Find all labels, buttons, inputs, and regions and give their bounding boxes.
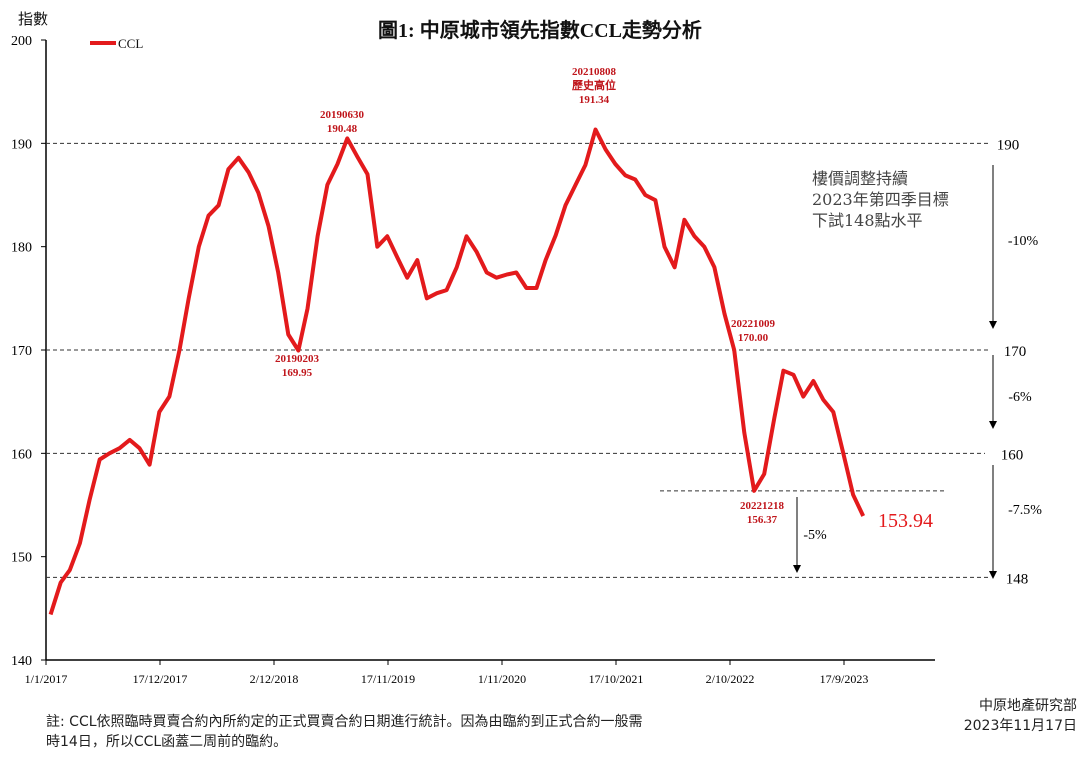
annotation-text: 170.00 bbox=[738, 332, 769, 344]
ccl-series-line bbox=[48, 127, 866, 616]
annotation-text: 190.48 bbox=[327, 123, 358, 135]
data-annotation: 20190630 190.48 bbox=[320, 109, 365, 135]
x-tick-label: 2/12/2018 bbox=[250, 672, 299, 686]
x-tick-label: 17/10/2021 bbox=[589, 672, 644, 686]
change-label: -10% bbox=[1008, 234, 1039, 249]
annotation-text: 20190203 bbox=[275, 353, 320, 365]
y-tick-label: 170 bbox=[11, 344, 32, 359]
chart-title: 圖1: 中原城市領先指數CCL走勢分析 bbox=[378, 18, 702, 42]
data-annotation: 20221218 156.37 bbox=[740, 500, 785, 526]
footnote-line: 時14日，所以CCL函蓋二周前的臨約。 bbox=[46, 734, 288, 750]
reference-label: 170 bbox=[1004, 344, 1027, 360]
footnote: 註: CCL依照臨時買賣合約內所約定的正式買賣合約日期進行統計。因為由臨約到正式… bbox=[46, 712, 746, 752]
data-annotation: 20221009 170.00 bbox=[731, 318, 776, 344]
annotation-text: 20210808 bbox=[572, 66, 617, 78]
annotation-text: 歷史高位 bbox=[572, 78, 616, 92]
source-date: 2023年11月17日 bbox=[963, 718, 1077, 734]
target-text: 樓價調整持續 2023年第四季目標 下試148點水平 bbox=[812, 168, 949, 231]
y-tick-label: 150 bbox=[11, 551, 32, 566]
annotation-text: 20221218 bbox=[740, 500, 785, 512]
target-line: 下試148點水平 bbox=[812, 211, 923, 230]
x-tick-label: 17/12/2017 bbox=[133, 672, 188, 686]
data-annotation: 20190203 169.95 bbox=[275, 353, 320, 379]
x-tick-label: 17/11/2019 bbox=[361, 672, 415, 686]
y-tick-label: 200 bbox=[11, 34, 32, 49]
annotation-text: 169.95 bbox=[282, 367, 313, 379]
change-label: -5% bbox=[803, 528, 827, 543]
reference-label: 190 bbox=[997, 137, 1020, 153]
latest-value-label: 153.94 bbox=[878, 510, 933, 532]
target-line: 2023年第四季目標 bbox=[812, 190, 949, 209]
change-label: -6% bbox=[1008, 390, 1032, 405]
arrowhead-icon bbox=[989, 571, 997, 579]
y-tick-label: 160 bbox=[11, 447, 32, 462]
x-tick-label: 1/11/2020 bbox=[478, 672, 526, 686]
x-tick-label: 17/9/2023 bbox=[820, 672, 869, 686]
y-tick-label: 140 bbox=[11, 654, 32, 669]
annotation-text: 156.37 bbox=[747, 514, 778, 526]
arrowhead-icon bbox=[989, 321, 997, 329]
x-tick-label: 2/10/2022 bbox=[706, 672, 755, 686]
reference-label: 160 bbox=[1001, 447, 1024, 463]
footnote-line: 註: CCL依照臨時買賣合約內所約定的正式買賣合約日期進行統計。因為由臨約到正式… bbox=[46, 714, 643, 730]
arrowhead-icon bbox=[793, 565, 801, 573]
arrowhead-icon bbox=[989, 421, 997, 429]
annotation-text: 20190630 bbox=[320, 109, 365, 121]
y-tick-label: 180 bbox=[11, 241, 32, 256]
change-label: -7.5% bbox=[1008, 503, 1042, 518]
reference-label: 148 bbox=[1006, 571, 1029, 587]
y-tick-label: 190 bbox=[11, 137, 32, 152]
annotation-text: 191.34 bbox=[579, 94, 610, 106]
source-name: 中原地產研究部 bbox=[979, 698, 1077, 714]
y-axis-label: 指數 bbox=[18, 11, 48, 28]
legend-label: CCL bbox=[118, 36, 143, 51]
source: 中原地產研究部 2023年11月17日 bbox=[964, 696, 1077, 736]
annotation-text: 20221009 bbox=[731, 318, 776, 330]
x-tick-label: 1/1/2017 bbox=[25, 672, 68, 686]
target-line: 樓價調整持續 bbox=[812, 169, 909, 188]
